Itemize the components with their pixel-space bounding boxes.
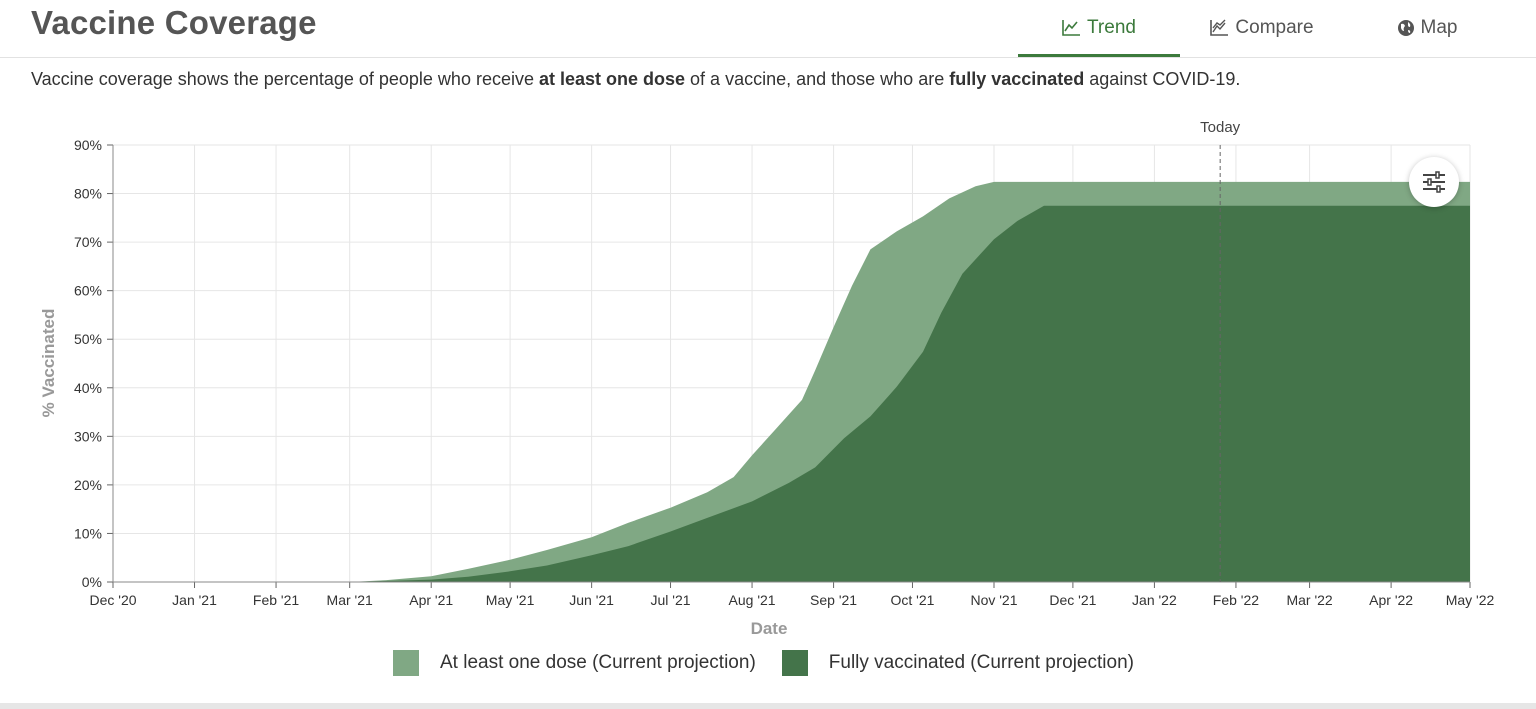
x-tick-label: Mar '21 [327, 592, 373, 608]
tab-compare-label: Compare [1235, 16, 1314, 38]
y-tick-label: 70% [74, 234, 102, 250]
legend-swatch-fully-vaccinated [781, 650, 808, 676]
y-tick-label: 60% [74, 283, 102, 299]
y-axis-title: % Vaccinated [39, 309, 58, 418]
x-tick-label: Nov '21 [970, 592, 1017, 608]
x-tick-label: Feb '21 [253, 592, 299, 608]
y-tick-label: 20% [74, 477, 102, 493]
x-tick-label: Aug '21 [729, 592, 776, 608]
area-series-fully-vaccinated [113, 205, 1470, 582]
legend-label-fully-vaccinated: Fully vaccinated (Current projection) [828, 652, 1134, 673]
page-title: Vaccine Coverage [31, 4, 317, 41]
x-tick-label: Apr '21 [409, 592, 453, 608]
tab-trend[interactable]: Trend [1018, 0, 1180, 57]
x-tick-label: Jan '21 [172, 592, 217, 608]
vaccine-coverage-chart: 0% 10% 20% 30% 40% 50% 60% 70% 80% 90% Dec '20 Jan … [39, 119, 1495, 638]
legend-label-at-least-one-dose: At least one dose (Current projection) [440, 652, 756, 673]
x-tick-label: Jan '22 [1132, 592, 1177, 608]
x-tick-label: Dec '21 [1049, 592, 1096, 608]
legend: At least one dose (Current projection) F… [393, 649, 1160, 677]
description-bold-1: at least one dose [538, 69, 686, 89]
multi-line-chart-icon [1210, 19, 1229, 36]
globe-icon [1397, 19, 1415, 37]
x-tick-label: May '22 [1446, 592, 1495, 608]
description-bold-2: fully vaccinated [949, 69, 1085, 89]
x-tick-label: Mar '22 [1286, 592, 1332, 608]
x-axis-title: Date [751, 619, 788, 638]
header: Vaccine Coverage Trend Compare Map [0, 0, 1536, 58]
x-tick-label: Oct '21 [891, 592, 935, 608]
today-label: Today [1200, 119, 1241, 136]
description-text-2: of a vaccine, and those who are [685, 69, 950, 89]
x-tick-label: Feb '22 [1213, 592, 1259, 608]
description-text-1: Vaccine coverage shows the percentage of… [31, 69, 539, 89]
legend-item-fully-vaccinated[interactable]: Fully vaccinated (Current projection) [781, 650, 1134, 676]
bottom-divider [0, 703, 1536, 709]
y-tick-label: 30% [74, 428, 102, 444]
x-tick-label: Sep '21 [810, 592, 857, 608]
line-chart-icon [1062, 19, 1081, 36]
y-tick-label: 0% [82, 574, 102, 590]
legend-swatch-at-least-one-dose [393, 650, 419, 676]
tab-map-label: Map [1420, 16, 1458, 38]
y-tick-label: 90% [74, 137, 102, 153]
y-tick-label: 50% [74, 331, 102, 347]
tab-map[interactable]: Map [1362, 0, 1492, 55]
description-text-3: against COVID-19. [1084, 69, 1241, 89]
x-tick-label: Jul '21 [651, 592, 691, 608]
x-tick-label: May '21 [486, 592, 535, 608]
description: Vaccine coverage shows the percentage of… [31, 69, 1240, 90]
x-tick-label: Jun '21 [569, 592, 614, 608]
y-tick-label: 40% [74, 380, 102, 396]
tab-compare[interactable]: Compare [1182, 0, 1342, 55]
sliders-icon [1422, 171, 1446, 193]
x-tick-label: Apr '22 [1369, 592, 1413, 608]
y-tick-label: 10% [74, 525, 102, 541]
y-tick-label: 80% [74, 186, 102, 202]
tab-trend-label: Trend [1087, 16, 1136, 38]
legend-item-at-least-one-dose[interactable]: At least one dose (Current projection) [393, 650, 756, 676]
chart-settings-button[interactable] [1409, 157, 1459, 207]
x-tick-label: Dec '20 [89, 592, 136, 608]
